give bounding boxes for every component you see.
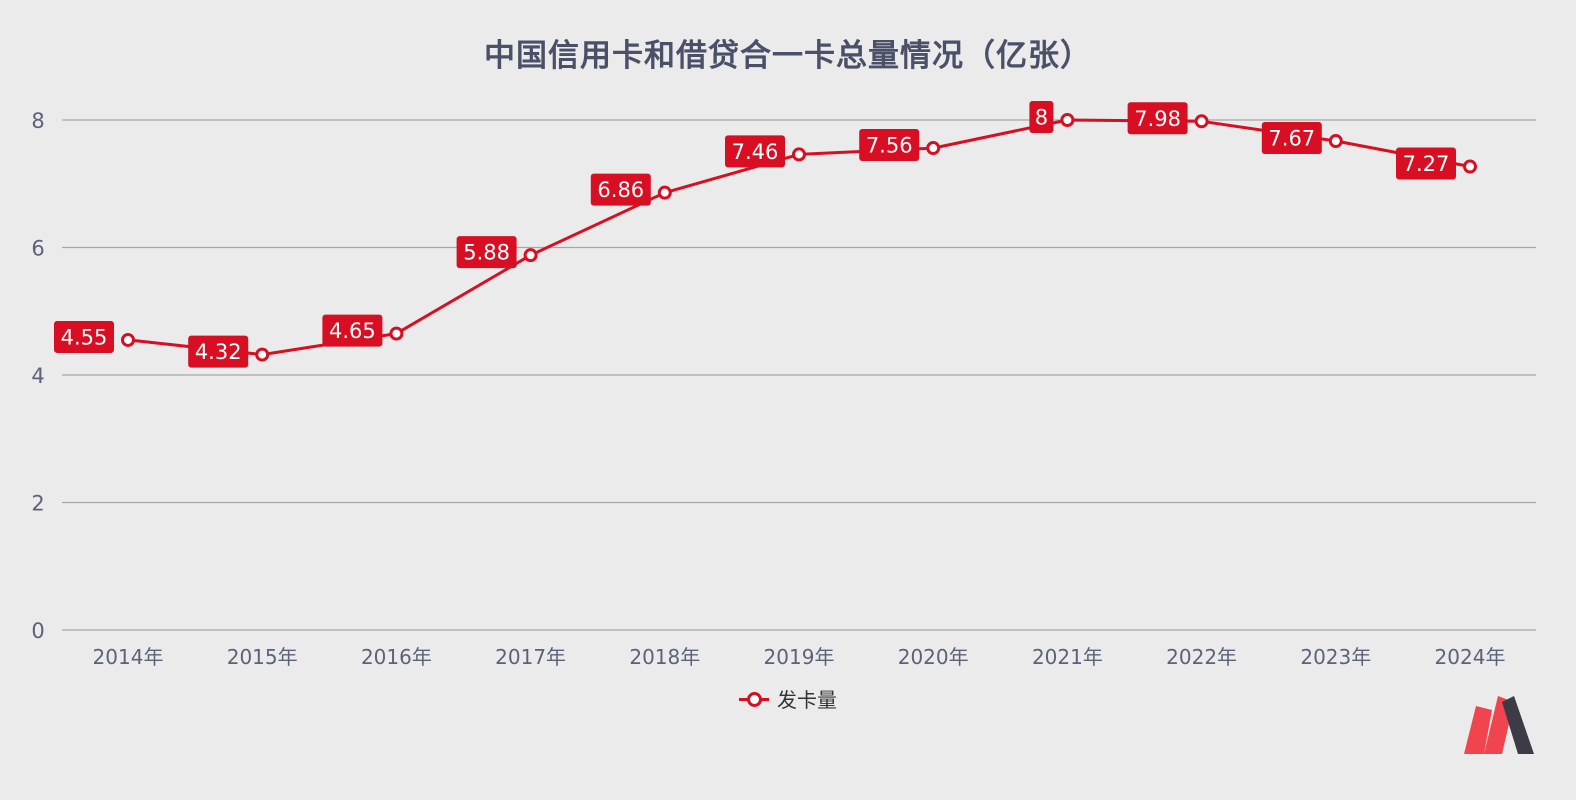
data-label: 8	[1029, 101, 1054, 133]
data-point	[255, 347, 270, 362]
x-tick-label: 2024年	[1435, 645, 1506, 669]
chart-title: 中国信用卡和借贷合一卡总量情况（亿张）	[484, 38, 1092, 74]
data-label: 7.98	[1127, 102, 1188, 135]
data-label-text: 7.67	[1268, 127, 1315, 151]
data-point	[121, 332, 135, 347]
data-label-bg	[54, 320, 114, 353]
data-label: 7.46	[725, 135, 785, 168]
data-label: 7.56	[859, 129, 920, 162]
data-point	[792, 147, 806, 162]
data-label-text: 7.56	[866, 134, 913, 158]
x-tick-label: 2018年	[629, 645, 700, 669]
x-tick-label: 2017年	[495, 645, 566, 669]
data-label-text: 7.46	[732, 140, 779, 164]
data-label-bg	[725, 135, 785, 168]
data-label: 4.55	[54, 320, 114, 353]
data-point	[1194, 114, 1209, 129]
data-label-text: 4.32	[195, 340, 242, 364]
data-label-bg	[322, 314, 383, 347]
x-tick-label: 2015年	[227, 645, 298, 669]
data-label-bg	[1396, 147, 1456, 180]
data-label: 7.27	[1396, 147, 1456, 180]
data-points	[121, 113, 1477, 362]
data-point	[1060, 113, 1075, 127]
legend[interactable]: 发卡量	[0, 684, 1576, 713]
x-tick-label: 2020年	[898, 645, 969, 669]
x-tick-label: 2014年	[93, 645, 164, 669]
data-point	[523, 248, 538, 263]
data-label-text: 4.65	[329, 319, 376, 343]
data-label-bg	[859, 129, 920, 162]
data-label-bg	[590, 173, 651, 206]
data-label: 4.65	[322, 314, 383, 347]
legend-marker-icon	[739, 691, 769, 707]
data-label-text: 4.55	[61, 325, 108, 349]
data-point	[1328, 134, 1343, 149]
data-label: 4.32	[188, 335, 249, 368]
data-label-text: 8	[1035, 106, 1048, 130]
data-point	[926, 141, 941, 156]
y-tick-label: 0	[31, 619, 44, 643]
y-tick-label: 4	[31, 364, 44, 388]
x-tick-label: 2021年	[1032, 645, 1103, 669]
y-tick-label: 2	[31, 492, 44, 516]
x-axis-ticks: 2014年 2015年 2016年 2017年 2018年 2019年 2020年 2021年…	[93, 645, 1506, 669]
data-point	[389, 326, 404, 341]
brand-m-icon	[1464, 696, 1534, 754]
data-label-bg	[1261, 122, 1322, 155]
data-point	[657, 185, 672, 200]
data-label-text: 6.86	[597, 178, 644, 202]
data-label-text: 5.88	[463, 241, 510, 265]
data-label-text: 7.98	[1134, 107, 1181, 131]
y-axis-ticks: 0 2 4 6 8	[31, 109, 44, 643]
x-tick-label: 2023年	[1300, 645, 1371, 669]
data-label-text: 7.27	[1403, 152, 1450, 176]
data-label-bg	[1029, 101, 1054, 133]
y-tick-label: 8	[31, 109, 44, 133]
x-tick-label: 2022年	[1166, 645, 1237, 669]
data-label-bg	[456, 236, 517, 269]
data-point	[1463, 159, 1477, 174]
data-label: 5.88	[456, 236, 517, 269]
legend-label: 发卡量	[777, 688, 837, 712]
data-labels: 4.55 4.32 4.65 5.88 6.86 7.46 7.56 8 7.98 7.67 7.2…	[54, 101, 1456, 368]
data-label-bg	[188, 335, 249, 368]
x-tick-label: 2019年	[764, 645, 835, 669]
grid-lines	[62, 119, 1536, 631]
data-label-bg	[1127, 102, 1188, 135]
data-label: 7.67	[1261, 122, 1322, 155]
x-tick-label: 2016年	[361, 645, 432, 669]
y-tick-label: 6	[31, 237, 44, 261]
data-label: 6.86	[590, 173, 651, 206]
